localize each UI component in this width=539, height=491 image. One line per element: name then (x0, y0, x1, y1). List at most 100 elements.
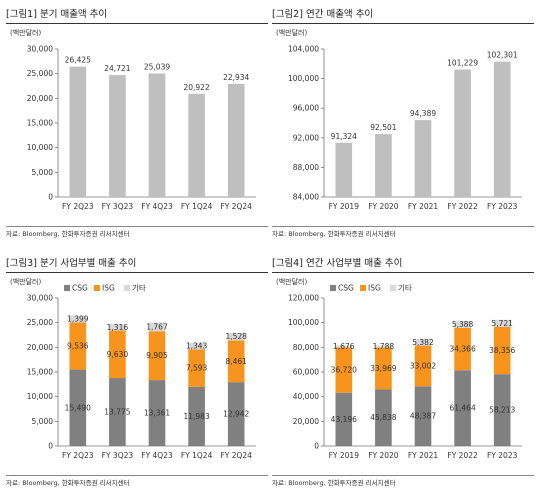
x-tick-label: FY 2023 (487, 202, 518, 211)
data-label: 102,301 (487, 51, 518, 60)
y-tick-label: 15,000 (27, 368, 53, 377)
y-tick-label: 88,000 (293, 163, 319, 172)
legend-swatch (360, 285, 366, 291)
data-label: 92,501 (370, 123, 396, 132)
x-tick-label: FY 1Q24 (181, 202, 213, 211)
bar-segment (414, 338, 432, 346)
bar (454, 69, 471, 197)
x-tick-label: FY 2022 (447, 202, 478, 211)
chart-canvas: (백만달러) 0 5,000 10,000 15,000 20,000 25,000 30,0… (10, 28, 256, 211)
bar (188, 93, 205, 197)
segment-label: 33,969 (370, 364, 396, 373)
source-note: 자료: Bloomberg, 한화투자증권 리서치센터 (272, 475, 534, 490)
bar (69, 66, 87, 198)
x-tick-label: FY 2Q23 (62, 202, 94, 211)
segment-label: 5,721 (491, 319, 513, 328)
y-tick-label: 40,000 (293, 392, 319, 401)
legend-label: CSG (338, 284, 354, 293)
bar-segment (335, 347, 353, 393)
y-tick-label: 20,000 (293, 417, 319, 426)
bar (109, 75, 126, 197)
segment-label: 1,316 (107, 323, 129, 332)
chart-title: [그림1] 분기 매출액 추이 (6, 6, 268, 24)
segment-label: 45,838 (370, 413, 396, 422)
y-tick-label: 92,000 (293, 133, 319, 142)
segment-label: 12,942 (223, 410, 249, 419)
bar-segment (375, 389, 392, 446)
bar-segment (109, 378, 126, 446)
bar-segment (148, 380, 166, 446)
bar-segment (454, 321, 471, 328)
segment-label: 61,464 (449, 404, 475, 413)
bar-segment (227, 340, 245, 383)
segment-label: 5,388 (452, 320, 474, 329)
y-tick-label: 60,000 (293, 368, 319, 377)
data-label: 24,721 (104, 64, 130, 73)
segment-label: 1,788 (373, 342, 395, 351)
unit-label: (백만달러) (10, 28, 41, 37)
x-tick-label: FY 2020 (368, 202, 399, 211)
y-tick-label: 0 (314, 442, 319, 451)
data-label: 91,324 (331, 132, 357, 141)
legend-label: ISG (102, 284, 115, 293)
bar-segment (227, 332, 245, 341)
bar (148, 73, 166, 197)
x-tick-label: FY 2021 (408, 202, 439, 211)
segment-label: 38,356 (489, 346, 515, 355)
y-tick-label: 20,000 (27, 343, 53, 352)
bar-segment (454, 327, 471, 371)
bar (493, 61, 511, 197)
chart-title: [그림3] 분기 사업부별 매출 추이 (6, 255, 268, 273)
chart-title: [그림2] 연간 매출액 추이 (272, 6, 534, 24)
data-label: 22,934 (223, 73, 249, 82)
unit-label: (백만달러) (276, 277, 307, 286)
bar-segment (493, 374, 511, 446)
bar-segment (454, 370, 471, 446)
bar-segment (375, 345, 392, 348)
bar-segment (188, 386, 205, 446)
y-tick-label: 120,000 (288, 294, 319, 303)
y-tick-label: 25,000 (27, 69, 53, 78)
bar (335, 142, 353, 197)
y-tick-label: 100,000 (288, 74, 319, 83)
bar-segment (375, 347, 392, 390)
legend-swatch (330, 285, 336, 291)
x-tick-label: FY 3Q23 (102, 451, 134, 460)
segment-label: 33,002 (410, 361, 436, 370)
bar-segment (227, 382, 245, 446)
x-tick-label: FY 2020 (368, 451, 399, 460)
x-tick-label: FY 2021 (408, 451, 439, 460)
x-tick-label: FY 2022 (447, 451, 478, 460)
y-tick-label: 25,000 (27, 318, 53, 327)
y-tick-label: 15,000 (27, 119, 53, 128)
bar-segment (148, 331, 166, 381)
data-label: 101,229 (447, 59, 478, 68)
legend-swatch (94, 285, 100, 291)
segment-label: 1,528 (225, 332, 247, 341)
segment-label: 13,361 (144, 409, 170, 418)
segment-label: 11,983 (183, 412, 209, 421)
bar-segment (414, 386, 432, 446)
source-note: 자료: Bloomberg, 한화투자증권 리서치센터 (6, 475, 268, 490)
x-tick-label: FY 2023 (487, 451, 518, 460)
bar-segment (69, 315, 87, 323)
y-tick-label: 10,000 (27, 392, 53, 401)
chart-canvas: (백만달러) 0 20,000 40,000 60,000 80,000 100,000 12… (276, 277, 522, 460)
legend-label: 기타 (398, 284, 412, 293)
legend-label: 기타 (132, 284, 146, 293)
bar-segment (148, 322, 166, 332)
y-tick-label: 5,000 (32, 417, 54, 426)
bar-segment (335, 345, 353, 348)
y-tick-label: 96,000 (293, 104, 319, 113)
legend-swatch (390, 285, 396, 291)
x-tick-label: FY 4Q23 (141, 202, 173, 211)
segment-label: 9,630 (107, 350, 129, 359)
segment-label: 5,382 (412, 338, 434, 347)
y-tick-label: 80,000 (293, 343, 319, 352)
legend-swatch (64, 285, 70, 291)
bar (375, 134, 392, 197)
x-tick-label: FY 2019 (329, 202, 360, 211)
bar-segment (69, 369, 87, 446)
unit-label: (백만달러) (276, 28, 307, 37)
y-tick-label: 20,000 (27, 94, 53, 103)
